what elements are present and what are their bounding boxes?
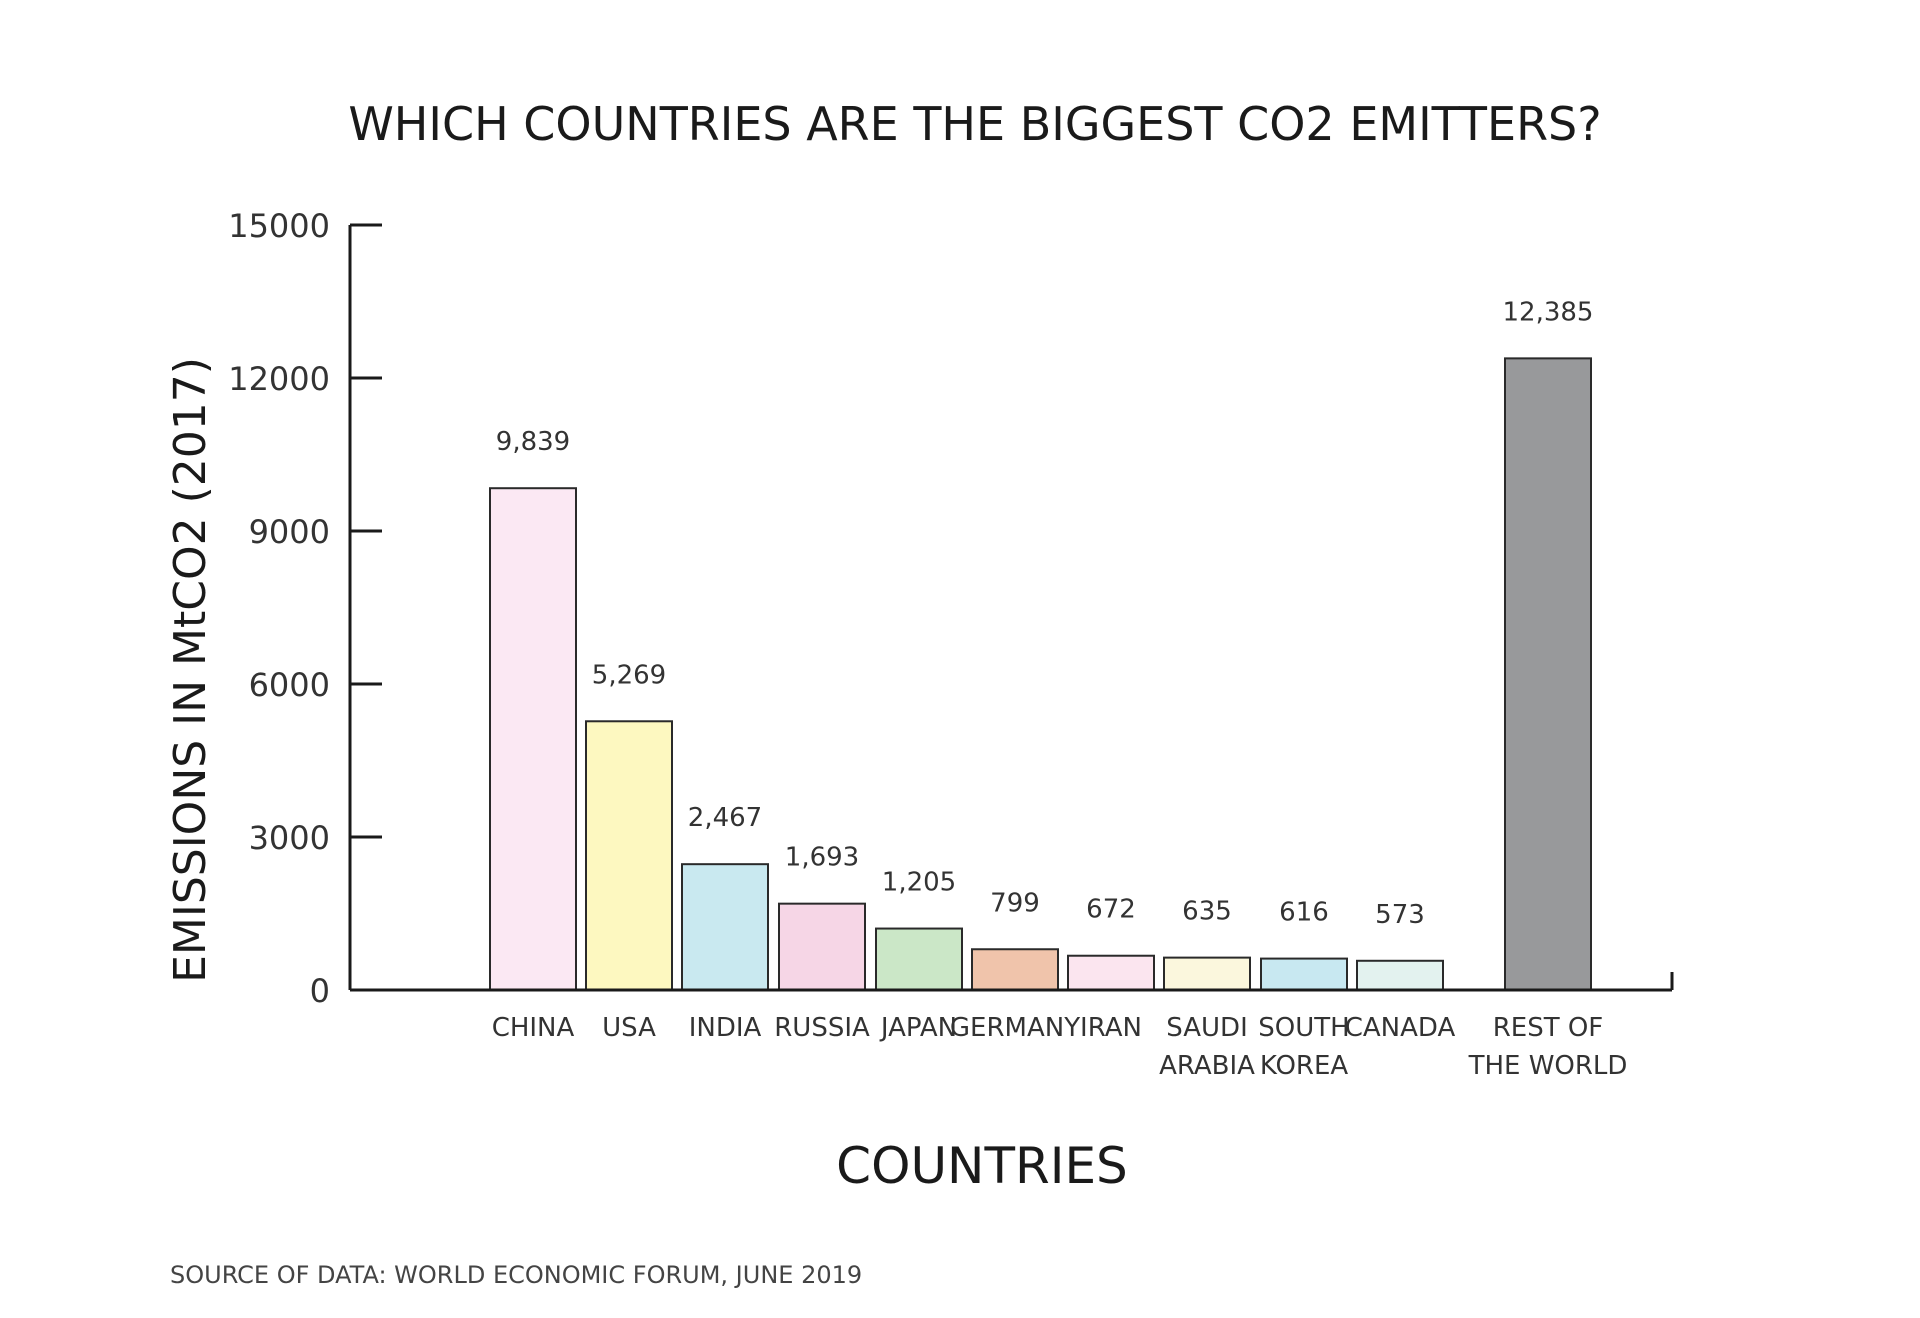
- bar-china: [489, 487, 577, 991]
- value-label-usa: 5,269: [592, 660, 666, 690]
- category-label-canada: CANADA: [1345, 1013, 1456, 1043]
- bar-japan: [875, 927, 963, 991]
- y-tick-label: 9000: [249, 513, 330, 551]
- category-label-usa: USA: [602, 1013, 656, 1043]
- value-label-japan: 1,205: [882, 868, 956, 898]
- category-label-south-korea: SOUTH KOREA: [1258, 1013, 1349, 1081]
- bars-layer: 9,839 CHINA 5,269 USA 2,467 INDIA 1,693 RUSSIA 1…: [489, 297, 1628, 1081]
- x-axis-label: COUNTRIES: [836, 1137, 1128, 1195]
- y-tick-label: 0: [310, 972, 330, 1010]
- y-axis-label: EMISSIONS IN MtCO2 (2017): [165, 357, 216, 983]
- y-tick-label: 6000: [249, 666, 330, 704]
- value-label-saudi-arabia: 635: [1182, 897, 1232, 927]
- value-label-russia: 1,693: [785, 843, 859, 873]
- y-tick-label: 15000: [228, 207, 330, 245]
- value-label-iran: 672: [1086, 895, 1136, 925]
- source-note: SOURCE OF DATA: WORLD ECONOMIC FORUM, JU…: [170, 1261, 862, 1289]
- value-label-south-korea: 616: [1279, 898, 1329, 928]
- category-label-china: CHINA: [492, 1013, 575, 1043]
- axes-layer: 0 3000 6000 9000 12000 15000: [228, 207, 1674, 1010]
- bar-iran: [1067, 954, 1155, 992]
- value-label-canada: 573: [1375, 900, 1425, 930]
- value-label-china: 9,839: [496, 427, 570, 457]
- bar-germany: [971, 948, 1059, 991]
- value-label-germany: 799: [990, 888, 1040, 918]
- bar-south-korea: [1260, 957, 1348, 991]
- category-label-saudi-arabia: SAUDI ARABIA: [1159, 1013, 1255, 1081]
- bar-russia: [778, 902, 866, 991]
- category-label-iran: IRAN: [1080, 1013, 1142, 1043]
- bar-canada: [1356, 959, 1444, 991]
- y-tick-label: 12000: [228, 360, 330, 398]
- bar-saudi-arabia: [1163, 956, 1251, 991]
- chart-title: WHICH COUNTRIES ARE THE BIGGEST CO2 EMIT…: [348, 97, 1601, 151]
- bar-india: [681, 863, 769, 991]
- category-label-rest-of-the-world: REST OF THE WORLD: [1468, 1013, 1628, 1081]
- y-tick-label: 3000: [249, 819, 330, 857]
- bar-usa: [585, 720, 673, 991]
- category-label-india: INDIA: [689, 1013, 762, 1043]
- category-label-russia: RUSSIA: [774, 1013, 870, 1043]
- bar-rest-of-the-world: [1504, 357, 1592, 991]
- value-label-rest-of-the-world: 12,385: [1503, 297, 1594, 327]
- category-label-japan: JAPAN: [879, 1013, 957, 1043]
- category-label-germany: GERMANY: [950, 1013, 1080, 1043]
- value-label-india: 2,467: [688, 803, 762, 833]
